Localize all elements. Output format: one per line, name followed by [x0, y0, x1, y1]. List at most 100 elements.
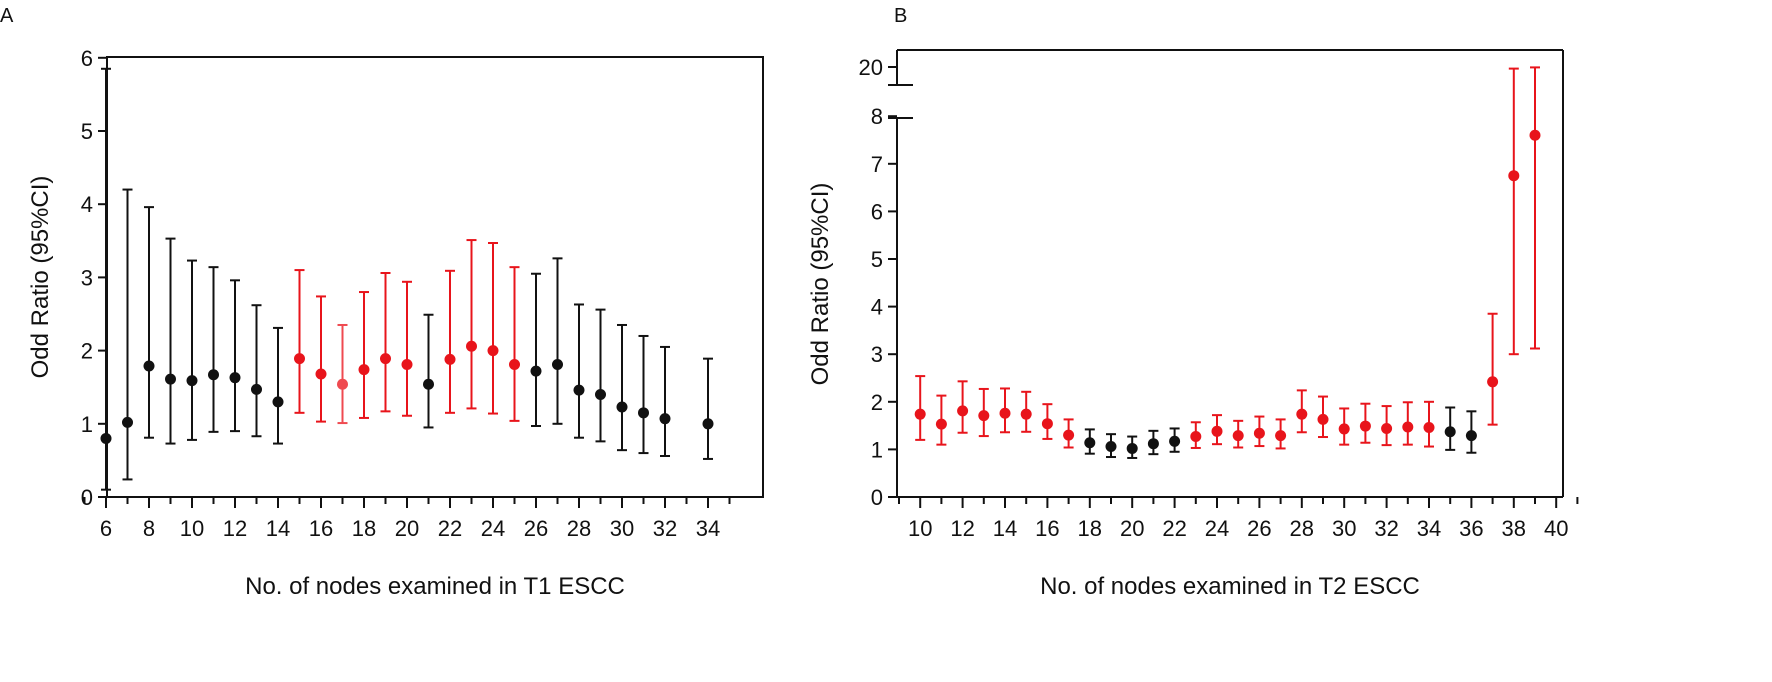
x-tick-label: 20: [1120, 516, 1144, 541]
x-tick-label: 26: [1247, 516, 1271, 541]
x-tick-label: 32: [653, 516, 677, 541]
panel-a-x-axis: 6 8 10 12 14 16 18 20 22 24 26 28 30 32 34: [83, 497, 731, 541]
odds-ratio-point: [978, 410, 990, 422]
odds-ratio-point: [1020, 408, 1032, 420]
panel-b-x-axis: 10 12 14 16 18 20 22 24 26 28 30 32 34 36 38 40: [898, 497, 1579, 541]
odds-ratio-point: [358, 364, 370, 376]
odds-ratio-point: [143, 360, 155, 372]
odds-ratio-point: [1275, 430, 1287, 442]
panel-a-y-axis: 0 1 2 3 4 5 6: [81, 46, 107, 510]
y-tick-label: 0: [871, 485, 883, 510]
x-tick-label: 34: [1417, 516, 1441, 541]
x-tick-label: 22: [438, 516, 462, 541]
y-tick-label: 3: [81, 265, 93, 290]
x-tick-label: 18: [1078, 516, 1102, 541]
x-tick-label: 30: [1332, 516, 1356, 541]
x-tick-label: 24: [1205, 516, 1229, 541]
odds-ratio-point: [251, 383, 262, 395]
y-tick-label: 5: [81, 119, 93, 144]
odds-ratio-point: [914, 408, 926, 420]
x-tick-label: 34: [696, 516, 720, 541]
odds-ratio-point: [294, 353, 305, 365]
odds-ratio-point: [1253, 427, 1265, 439]
odds-ratio-point: [1381, 422, 1393, 434]
odds-ratio-point: [1211, 425, 1223, 437]
odds-ratio-point: [509, 359, 520, 371]
odds-ratio-point: [1063, 429, 1075, 441]
odds-ratio-point: [337, 378, 348, 390]
y-tick-label: 6: [871, 199, 883, 224]
y-tick-label: 1: [81, 412, 93, 437]
panel-a-y-axis-title: Odd Ratio (95%CI): [27, 176, 54, 379]
y-tick-label: 2: [871, 390, 883, 415]
panel-a-label: A: [0, 5, 14, 27]
x-tick-label: 10: [180, 516, 204, 541]
odds-ratio-point: [552, 359, 563, 371]
y-tick-label: 7: [871, 152, 883, 177]
odds-ratio-point: [957, 405, 969, 417]
odds-ratio-point: [530, 365, 542, 377]
odds-ratio-point: [487, 345, 499, 357]
x-tick-label: 28: [567, 516, 591, 541]
x-tick-label: 40: [1544, 516, 1568, 541]
odds-ratio-point: [1169, 435, 1181, 447]
panel-b-y-axis: 0 1 2 3 4 5 6 7 8 20: [859, 55, 897, 510]
x-tick-label: 16: [1035, 516, 1059, 541]
panel-b-data-marks: [914, 66, 1541, 459]
odds-ratio-point: [229, 372, 241, 384]
odds-ratio-point: [380, 353, 391, 365]
x-tick-label: 12: [950, 516, 974, 541]
odds-ratio-point: [315, 368, 327, 380]
odds-ratio-point: [208, 369, 219, 381]
odds-ratio-point: [659, 413, 671, 425]
x-tick-label: 22: [1162, 516, 1186, 541]
y-tick-label: 6: [81, 46, 93, 71]
panel-a-data-marks: [100, 67, 714, 491]
odds-ratio-point: [1084, 437, 1096, 449]
x-tick-label: 26: [524, 516, 548, 541]
odds-ratio-point: [1402, 421, 1414, 433]
x-tick-label: 16: [309, 516, 333, 541]
odds-ratio-point: [1317, 413, 1329, 425]
odds-ratio-point: [1487, 376, 1499, 388]
odds-ratio-point: [1232, 430, 1244, 442]
odds-ratio-point: [638, 407, 649, 419]
x-tick-label: 24: [481, 516, 505, 541]
x-tick-label: 20: [395, 516, 419, 541]
odds-ratio-point: [401, 359, 413, 371]
y-tick-label: 8: [871, 104, 883, 129]
x-tick-label: 36: [1459, 516, 1483, 541]
odds-ratio-point: [122, 416, 133, 428]
odds-ratio-point: [1529, 129, 1541, 141]
y-tick-label: 4: [871, 295, 883, 320]
odds-ratio-point: [573, 384, 585, 396]
odds-ratio-point: [1126, 442, 1138, 454]
x-tick-label: 6: [100, 516, 112, 541]
odds-ratio-point: [1296, 408, 1308, 420]
x-tick-label: 14: [993, 516, 1017, 541]
odds-ratio-point: [165, 373, 176, 385]
y-tick-label: 1: [871, 437, 883, 462]
odds-ratio-point: [1359, 420, 1371, 432]
odds-ratio-point: [1338, 423, 1350, 435]
odds-ratio-point: [1508, 170, 1520, 182]
odds-ratio-point: [1190, 431, 1202, 443]
y-tick-label: 4: [81, 192, 93, 217]
odds-ratio-point: [444, 353, 456, 365]
x-tick-label: 32: [1374, 516, 1398, 541]
odds-ratio-point: [616, 401, 628, 413]
panel-a-x-axis-title: No. of nodes examined in T1 ESCC: [245, 573, 625, 600]
odds-ratio-point: [186, 375, 198, 387]
odds-ratio-point: [272, 396, 284, 408]
odds-ratio-point: [935, 418, 947, 430]
odds-ratio-point: [999, 407, 1011, 419]
x-tick-label: 14: [266, 516, 290, 541]
y-tick-label: 2: [81, 339, 93, 364]
x-tick-label: 8: [143, 516, 155, 541]
odds-ratio-point: [466, 340, 477, 352]
odds-ratio-point: [1423, 422, 1435, 434]
odds-ratio-point: [702, 418, 714, 430]
